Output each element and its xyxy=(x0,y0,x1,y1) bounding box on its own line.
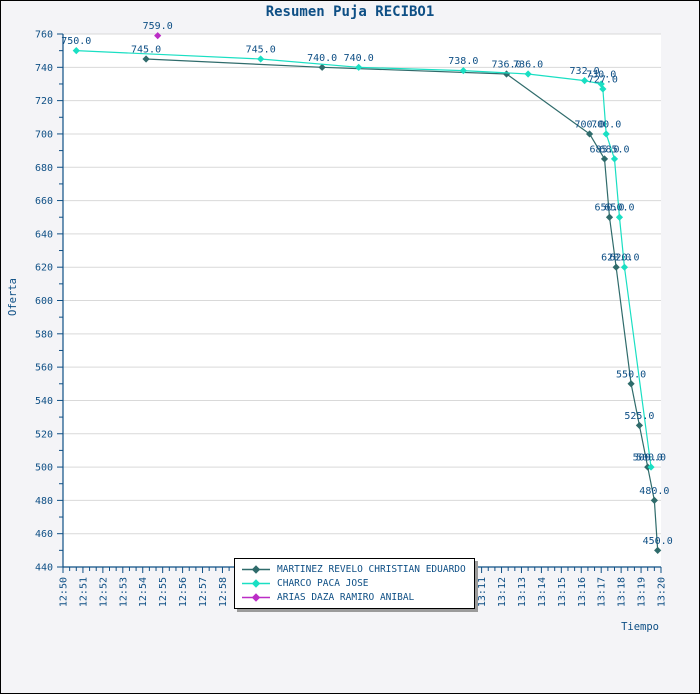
legend-item-1: CHARCO PACA JOSE xyxy=(241,578,466,589)
svg-text:620: 620 xyxy=(35,263,53,274)
svg-text:660: 660 xyxy=(35,196,53,207)
svg-text:13:14: 13:14 xyxy=(537,577,548,607)
svg-text:13:16: 13:16 xyxy=(577,577,588,607)
legend-label: CHARCO PACA JOSE xyxy=(277,578,369,589)
svg-text:730.0: 730.0 xyxy=(586,69,616,80)
svg-text:759.0: 759.0 xyxy=(143,21,173,32)
x-axis-title: Tiempo xyxy=(621,621,659,633)
svg-text:720: 720 xyxy=(35,96,53,107)
svg-text:640: 640 xyxy=(35,229,53,240)
svg-text:560: 560 xyxy=(35,363,53,374)
svg-text:13:17: 13:17 xyxy=(597,577,608,607)
svg-text:620.0: 620.0 xyxy=(609,253,639,264)
gridlines xyxy=(63,33,661,568)
svg-text:520: 520 xyxy=(35,429,53,440)
svg-text:12:51: 12:51 xyxy=(78,577,89,607)
svg-text:450.0: 450.0 xyxy=(643,536,673,547)
y-tick-labels: 440 460 480 500 520 540 560 580 600 620 640 660 680 7… xyxy=(35,30,53,574)
svg-text:680: 680 xyxy=(35,163,53,174)
legend-marker-icon xyxy=(242,593,270,602)
svg-text:460: 460 xyxy=(35,529,53,540)
svg-text:13:20: 13:20 xyxy=(657,577,668,607)
chart-title: Resumen Puja RECIBO1 xyxy=(265,4,435,20)
svg-text:12:56: 12:56 xyxy=(178,577,189,607)
svg-text:740.0: 740.0 xyxy=(344,53,374,64)
svg-text:600: 600 xyxy=(35,296,53,307)
svg-text:736.0: 736.0 xyxy=(513,59,543,70)
svg-text:12:53: 12:53 xyxy=(118,577,129,607)
svg-text:700.0: 700.0 xyxy=(591,119,621,130)
legend-label: ARIAS DAZA RAMIRO ANIBAL xyxy=(277,592,415,603)
svg-text:480: 480 xyxy=(35,496,53,507)
svg-text:738.0: 738.0 xyxy=(448,56,478,67)
svg-text:500.0: 500.0 xyxy=(636,453,666,464)
svg-text:740: 740 xyxy=(35,63,53,74)
svg-text:13:11: 13:11 xyxy=(477,577,488,607)
svg-text:13:18: 13:18 xyxy=(617,577,628,607)
svg-text:620.0: 620.0 xyxy=(601,253,631,264)
svg-text:685.0: 685.0 xyxy=(599,144,629,155)
legend: MARTINEZ REVELO CHRISTIAN EDUARDO CHARCO … xyxy=(234,558,475,609)
plot-area: 440 460 480 500 520 540 560 580 600 620 640 660 680 7… xyxy=(35,21,673,607)
svg-text:12:58: 12:58 xyxy=(218,577,229,607)
legend-label: MARTINEZ REVELO CHRISTIAN EDUARDO xyxy=(277,564,466,575)
svg-text:440: 440 xyxy=(35,563,53,574)
legend-marker-icon xyxy=(242,579,270,588)
svg-text:480.0: 480.0 xyxy=(639,486,669,497)
series-1 xyxy=(72,47,655,471)
svg-text:13:15: 13:15 xyxy=(557,577,568,607)
svg-text:13:19: 13:19 xyxy=(637,577,648,607)
svg-text:745.0: 745.0 xyxy=(131,44,161,55)
svg-text:727.0: 727.0 xyxy=(588,74,618,85)
svg-text:500: 500 xyxy=(35,463,53,474)
point-labels: 745.0 740.0 736.0 700.0 685.0 650.0 620.0 550.0… xyxy=(61,21,672,547)
svg-text:750.0: 750.0 xyxy=(61,36,91,47)
series-2 xyxy=(154,32,162,40)
svg-text:550.0: 550.0 xyxy=(616,369,646,380)
svg-text:685.0: 685.0 xyxy=(589,144,619,155)
svg-text:760: 760 xyxy=(35,30,53,41)
svg-text:732.0: 732.0 xyxy=(570,66,600,77)
series-line xyxy=(146,58,659,551)
svg-text:12:54: 12:54 xyxy=(138,577,149,607)
svg-text:525.0: 525.0 xyxy=(624,411,654,422)
svg-text:736.0: 736.0 xyxy=(491,59,521,70)
legend-item-0: MARTINEZ REVELO CHRISTIAN EDUARDO xyxy=(241,564,466,575)
svg-text:580: 580 xyxy=(35,329,53,340)
y-axis-title: Oferta xyxy=(7,278,19,316)
svg-text:740.0: 740.0 xyxy=(307,53,337,64)
svg-text:540: 540 xyxy=(35,396,53,407)
svg-text:500.0: 500.0 xyxy=(633,453,663,464)
legend-item-2: ARIAS DAZA RAMIRO ANIBAL xyxy=(241,592,466,603)
svg-text:650.0: 650.0 xyxy=(604,203,634,214)
svg-text:12:55: 12:55 xyxy=(158,577,169,607)
svg-text:12:57: 12:57 xyxy=(198,577,209,607)
legend-marker-icon xyxy=(242,565,270,574)
svg-text:12:50: 12:50 xyxy=(59,577,70,607)
svg-text:700: 700 xyxy=(35,129,53,140)
svg-text:700.0: 700.0 xyxy=(575,119,605,130)
svg-text:13:12: 13:12 xyxy=(497,577,508,607)
svg-text:13:13: 13:13 xyxy=(517,577,528,607)
svg-text:745.0: 745.0 xyxy=(246,44,276,55)
svg-text:650.0: 650.0 xyxy=(594,203,624,214)
svg-text:12:52: 12:52 xyxy=(98,577,109,607)
